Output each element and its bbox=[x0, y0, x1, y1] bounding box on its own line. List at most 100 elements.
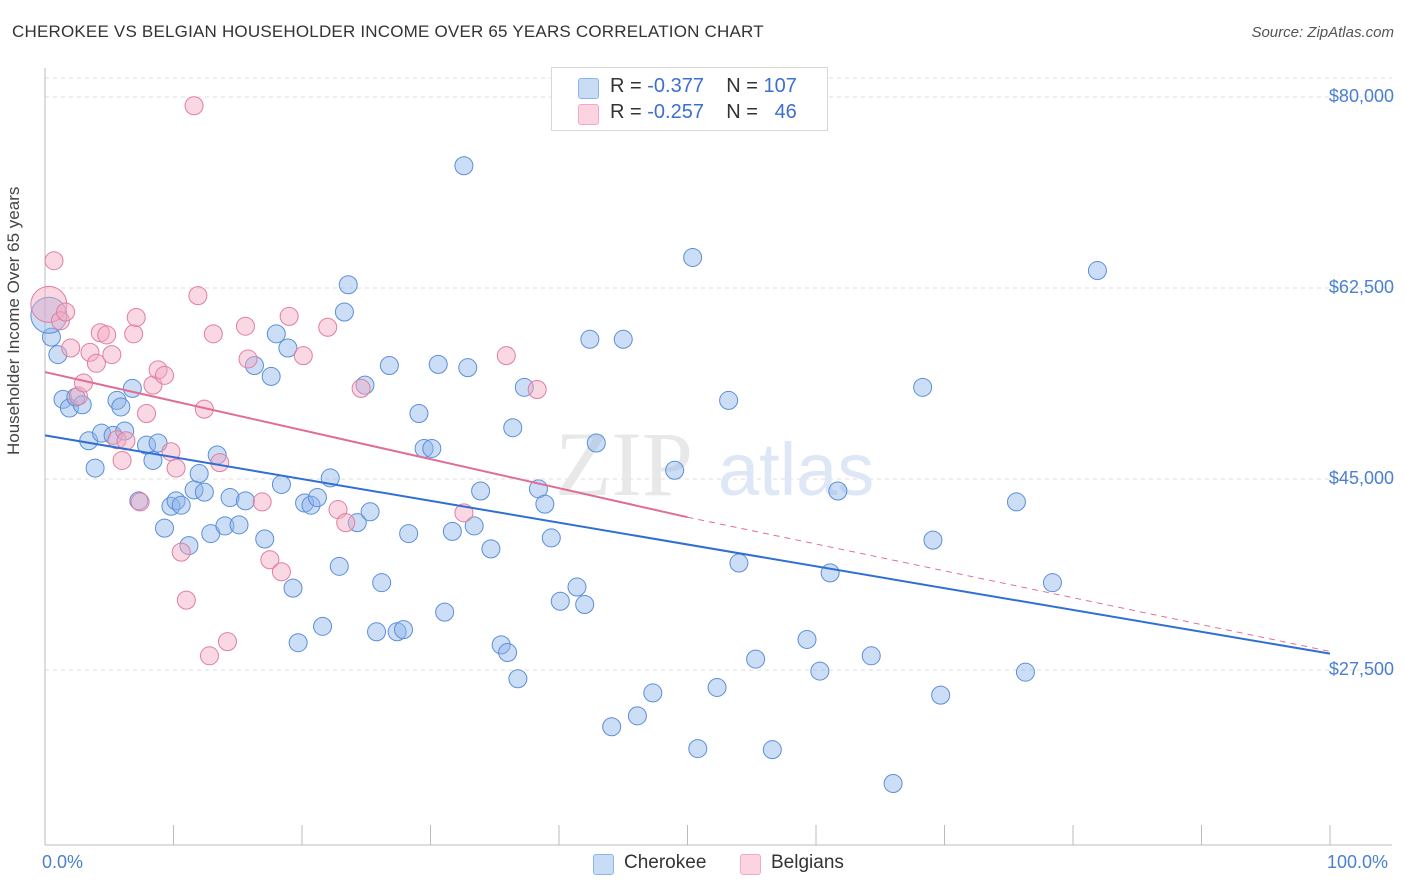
cherokee-point bbox=[194, 482, 214, 502]
cherokee-point bbox=[931, 685, 951, 705]
legend-swatch-belgians bbox=[578, 104, 599, 125]
cherokee-point bbox=[535, 494, 555, 514]
cherokee-point bbox=[313, 616, 333, 636]
belgians-point bbox=[260, 550, 280, 570]
belgians-point bbox=[30, 285, 68, 323]
legend-r-label: R = bbox=[610, 101, 642, 123]
cherokee-point bbox=[883, 774, 903, 794]
cherokee-point bbox=[189, 464, 209, 484]
belgians-trend-line bbox=[44, 371, 688, 519]
cherokee-point bbox=[394, 620, 414, 640]
cherokee-point bbox=[442, 521, 462, 541]
cherokee-point bbox=[729, 553, 749, 573]
cherokee-point bbox=[602, 717, 622, 737]
cherokee-point bbox=[271, 474, 291, 494]
cherokee-point bbox=[828, 481, 848, 501]
legend-n-value: 107 bbox=[763, 75, 797, 97]
grid-lines bbox=[45, 77, 1392, 671]
x-tick-max: 100.0% bbox=[1327, 852, 1389, 872]
belgians-point bbox=[279, 306, 299, 326]
belgians-point bbox=[188, 286, 208, 306]
belgians-point bbox=[44, 251, 64, 271]
legend-n-label: N = bbox=[726, 75, 758, 97]
belgians-point bbox=[199, 646, 219, 666]
belgians-point bbox=[171, 542, 191, 562]
cherokee-point bbox=[688, 739, 708, 759]
cherokee-point bbox=[155, 518, 175, 538]
cherokee-point bbox=[278, 338, 298, 358]
cherokee-point bbox=[491, 635, 511, 655]
cherokee-point bbox=[41, 327, 61, 347]
cherokee-point bbox=[367, 622, 387, 642]
belgians-point bbox=[318, 317, 338, 337]
belgians-point bbox=[112, 450, 132, 470]
cherokee-point bbox=[567, 577, 587, 597]
cherokee-point bbox=[707, 677, 727, 697]
y-tick-label: $27,500 bbox=[1328, 659, 1394, 679]
cherokee-point bbox=[503, 418, 523, 438]
cherokee-point bbox=[261, 366, 281, 386]
cherokee-point bbox=[481, 539, 501, 559]
cherokee-point bbox=[422, 438, 442, 458]
belgians-point bbox=[496, 346, 516, 366]
cherokee-point bbox=[719, 390, 739, 410]
cherokee-point bbox=[1042, 573, 1062, 593]
chart-title: CHEROKEE VS BELGIAN HOUSEHOLDER INCOME O… bbox=[12, 22, 764, 41]
cherokee-point bbox=[435, 602, 455, 622]
cherokee-point bbox=[454, 156, 474, 176]
cherokee-point bbox=[409, 404, 429, 424]
cherokee-point bbox=[1015, 662, 1035, 682]
belgians-point bbox=[293, 346, 313, 366]
legend-label-cherokee: Cherokee bbox=[624, 852, 707, 873]
cherokee-points bbox=[30, 156, 1107, 794]
cherokee-point bbox=[338, 275, 358, 295]
cherokee-point bbox=[30, 296, 68, 334]
source-label: Source: ZipAtlas.com bbox=[1251, 24, 1394, 41]
cherokee-point bbox=[301, 495, 321, 515]
belgians-point bbox=[351, 378, 371, 398]
belgians-point bbox=[102, 345, 122, 365]
y-tick-label: $45,000 bbox=[1328, 468, 1394, 488]
watermark-atlas: atlas bbox=[718, 428, 874, 511]
trend-lines bbox=[44, 371, 1331, 655]
belgians-point bbox=[210, 453, 230, 473]
legend-r-label: R = bbox=[610, 75, 642, 97]
belgians-point bbox=[238, 349, 258, 369]
cherokee-point bbox=[464, 516, 484, 536]
cherokee-point bbox=[586, 433, 606, 453]
legend-swatch-cherokee bbox=[593, 854, 614, 875]
cherokee-point bbox=[171, 495, 191, 515]
cherokee-point bbox=[129, 491, 149, 511]
belgians-points bbox=[30, 96, 547, 666]
cherokee-point bbox=[161, 496, 181, 516]
series-legend: Cherokee Belgians bbox=[0, 852, 1406, 878]
legend-r-value: -0.377 bbox=[647, 75, 704, 97]
cherokee-point bbox=[498, 643, 518, 663]
cherokee-point bbox=[665, 460, 685, 480]
belgians-point bbox=[166, 458, 186, 478]
belgians-point bbox=[203, 324, 223, 344]
cherokee-point bbox=[122, 378, 142, 398]
legend-r-value: -0.257 bbox=[647, 101, 704, 123]
belgians-point bbox=[155, 365, 175, 385]
cherokee-point bbox=[913, 377, 933, 397]
cherokee-point bbox=[643, 683, 663, 703]
belgians-point bbox=[454, 503, 474, 523]
watermark: ZIP atlas bbox=[555, 413, 874, 515]
legend-label-belgians: Belgians bbox=[771, 852, 844, 873]
cherokee-point bbox=[288, 633, 308, 653]
cherokee-point bbox=[627, 706, 647, 726]
cherokee-point bbox=[861, 646, 881, 666]
legend-swatch-belgians bbox=[740, 854, 761, 875]
watermark-zip: ZIP bbox=[555, 413, 693, 515]
y-tick-label: $62,500 bbox=[1328, 277, 1394, 297]
cherokee-point bbox=[379, 355, 399, 375]
belgians-point bbox=[130, 492, 150, 512]
cherokee-point bbox=[797, 629, 817, 649]
cherokee-trend-line bbox=[44, 434, 1331, 655]
belgians-point bbox=[336, 513, 356, 533]
cherokee-point bbox=[229, 515, 249, 535]
cherokee-point bbox=[220, 488, 240, 508]
axes bbox=[44, 68, 1392, 846]
